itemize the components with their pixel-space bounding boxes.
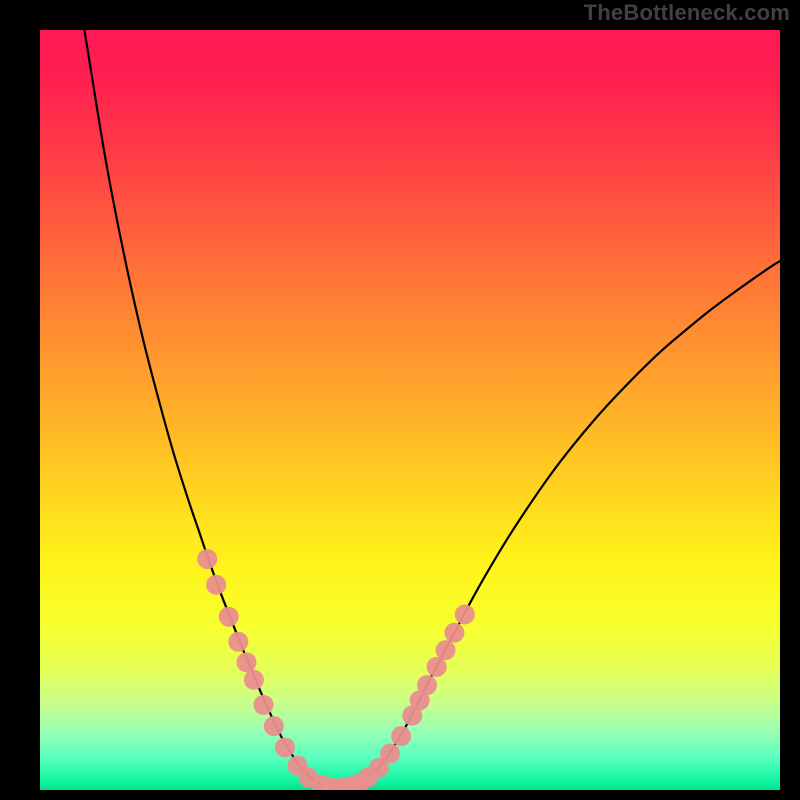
watermark-text: TheBottleneck.com (584, 0, 790, 26)
curve-marker (244, 670, 264, 690)
bottleneck-curve-chart (40, 30, 780, 790)
curve-marker (436, 640, 456, 660)
curve-marker (455, 604, 475, 624)
curve-marker (264, 716, 284, 736)
curve-marker (275, 737, 295, 757)
gradient-background (40, 30, 780, 790)
curve-marker (444, 623, 464, 643)
curve-marker (253, 695, 273, 715)
curve-marker (236, 652, 256, 672)
curve-marker (391, 726, 411, 746)
curve-marker (228, 632, 248, 652)
chart-frame: TheBottleneck.com (0, 0, 800, 800)
curve-marker (206, 575, 226, 595)
curve-marker (219, 607, 239, 627)
curve-marker (380, 744, 400, 764)
curve-marker (417, 675, 437, 695)
curve-marker (197, 549, 217, 569)
